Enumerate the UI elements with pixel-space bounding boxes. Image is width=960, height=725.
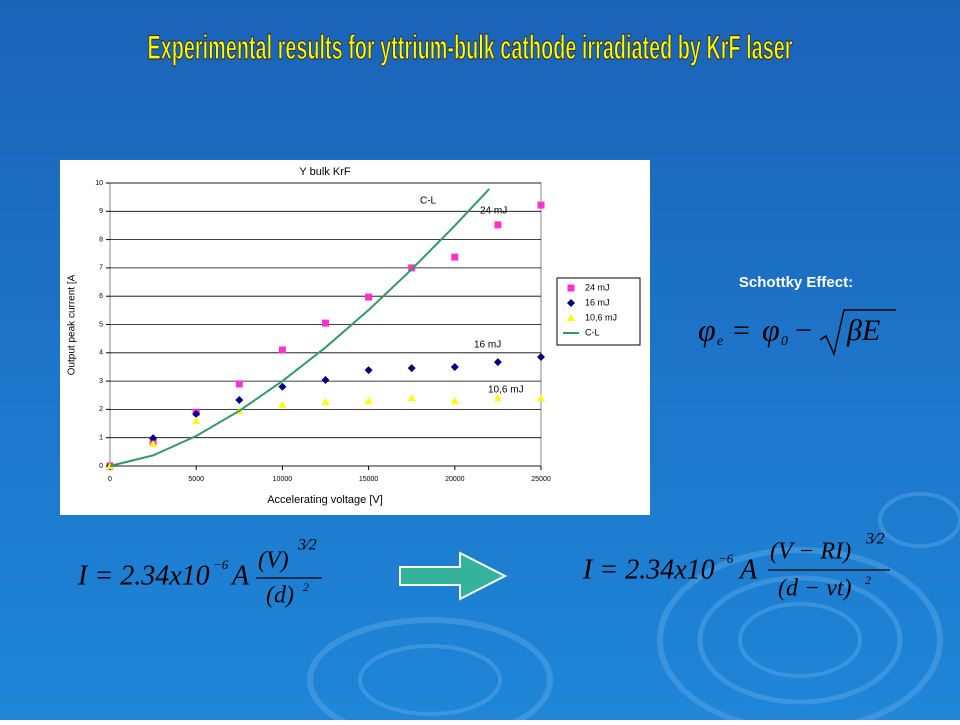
formula-part: (V) <box>258 548 289 574</box>
point <box>192 409 201 418</box>
legend-symbol <box>567 299 575 307</box>
formula-part: φ <box>762 311 780 347</box>
formula-part: βE <box>846 314 880 347</box>
y-tick-label: 7 <box>99 265 103 272</box>
y-tick-label: 6 <box>99 293 103 300</box>
point <box>537 353 545 362</box>
point <box>494 221 502 229</box>
sqrt-sign <box>819 309 896 357</box>
x-axis-label: Accelerating voltage [V] <box>267 494 383 506</box>
formula-part: − <box>795 314 812 347</box>
y-axis-label: Output peak current [A <box>67 274 78 375</box>
x-tick-label: 0 <box>108 476 112 483</box>
point <box>149 434 158 443</box>
point <box>537 394 545 402</box>
ripples <box>307 492 960 725</box>
formula-part: I = 2.34x10 <box>77 560 210 591</box>
point <box>407 394 416 402</box>
x-tick-label: 20000 <box>445 476 465 483</box>
y-tick-label: 8 <box>99 236 103 243</box>
line <box>109 188 491 467</box>
formula-part: (d − vt) <box>778 576 852 602</box>
schottky-label: Schottky Effect: <box>739 274 853 291</box>
y-tick-label: 0 <box>99 463 103 470</box>
arrow <box>399 551 508 601</box>
point <box>192 417 201 425</box>
legend-label: 24 mJ <box>585 282 610 292</box>
y-tick-label: 9 <box>99 208 103 215</box>
formula-part: −6 <box>718 551 734 566</box>
point <box>321 398 330 406</box>
x-tick-label: 5000 <box>188 476 204 483</box>
chart: 0 1 2 3 4 5 6 7 8 9 10 0 5000 10000 15000 20000 25000 24 … <box>95 180 617 483</box>
slide-title: Experimental results for yttrium-bulk ca… <box>148 29 793 67</box>
annotation: 16 mJ <box>474 340 501 351</box>
chart-title: Y bulk KrF <box>299 166 350 178</box>
y-tick-label: 2 <box>99 406 103 413</box>
formula-right: I = 2.34x10 −6 A (V − RI) 3⁄2 (d − vt) 2 <box>582 531 890 602</box>
y-tick-label: 3 <box>99 378 103 385</box>
annotation: 10,6 mJ <box>488 385 524 396</box>
legend-label: 10,6 mJ <box>585 312 617 322</box>
formula-left: I = 2.34x10 −6 A (V) 3⁄2 (d) 2 <box>77 537 322 609</box>
formula-part: 0 <box>781 334 788 349</box>
x-tick-label: 15000 <box>359 476 379 483</box>
formula-part: = <box>733 314 750 347</box>
annotation: C-L <box>420 196 437 207</box>
point <box>364 396 373 404</box>
formula-part: A <box>738 554 758 585</box>
point <box>450 362 459 371</box>
formula-part: 2 <box>865 573 871 587</box>
formula-part: (d) <box>266 583 294 609</box>
formula-part: e <box>717 334 723 349</box>
point <box>322 319 329 327</box>
x-tick-label: 10000 <box>273 476 293 483</box>
y-tick-label: 5 <box>99 321 103 328</box>
formula-part: A <box>230 560 250 591</box>
point <box>365 293 373 301</box>
point <box>493 358 502 367</box>
formula-part: 3⁄2 <box>865 531 885 548</box>
point <box>235 396 244 405</box>
formula-part: −6 <box>213 557 229 572</box>
point <box>493 394 502 402</box>
legend-symbol <box>567 284 575 292</box>
schottky-formula: φ e = φ 0 − βE <box>698 309 896 357</box>
formula-part: I = 2.34x10 <box>582 554 715 585</box>
point <box>321 375 330 384</box>
point <box>451 253 459 261</box>
point <box>278 400 287 408</box>
formula-part: 3⁄2 <box>297 537 317 554</box>
point <box>278 382 287 391</box>
y-tick-label: 10 <box>95 180 103 187</box>
y-tick-label: 4 <box>99 350 103 357</box>
y-tick-label: 1 <box>99 435 103 442</box>
legend-symbol <box>567 314 575 321</box>
formula-part: 2 <box>303 580 309 594</box>
point <box>149 439 158 447</box>
x-tick-label: 25000 <box>531 476 551 483</box>
point <box>407 364 416 373</box>
point <box>537 201 545 209</box>
point <box>450 396 459 404</box>
legend-label: 16 mJ <box>585 297 610 307</box>
formula-part: φ <box>698 311 716 347</box>
point <box>364 366 373 375</box>
point <box>278 346 286 354</box>
point <box>235 380 243 388</box>
formula-part: (V − RI) <box>770 539 851 565</box>
legend-label: C-L <box>585 327 600 337</box>
